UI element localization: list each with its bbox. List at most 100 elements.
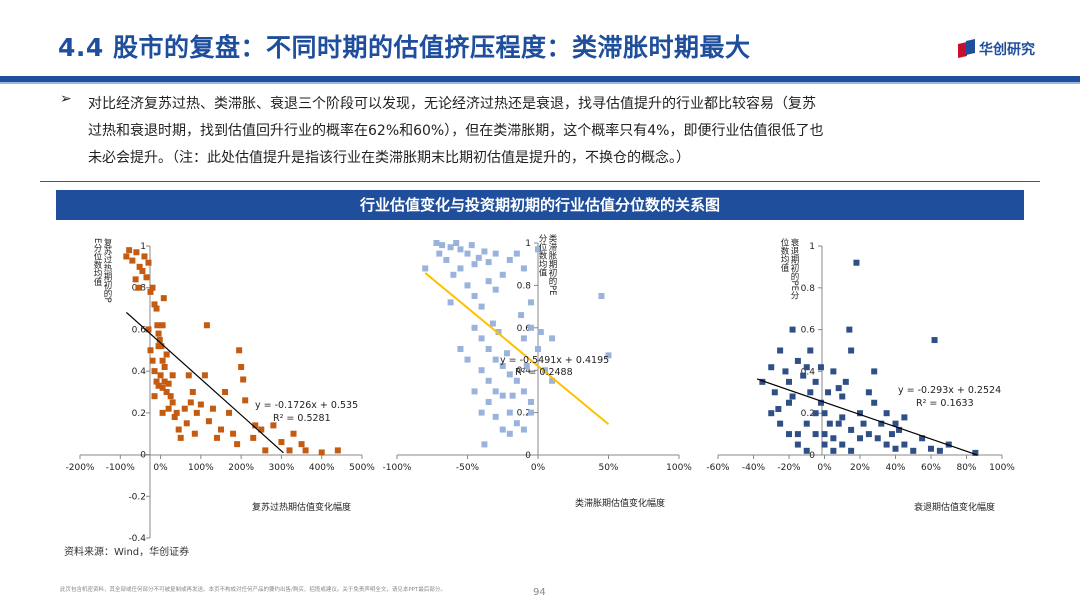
data-point	[807, 389, 814, 396]
data-point	[132, 276, 139, 283]
data-point	[258, 426, 265, 433]
data-point	[928, 445, 934, 452]
data-point	[883, 410, 890, 417]
data-point	[789, 326, 796, 333]
data-point	[157, 372, 164, 379]
data-point	[896, 426, 903, 433]
bullet-line: 未必会提升。（注：此处估值提升是指该行业在类滞胀期末比期初估值是提升的，不换仓的…	[88, 150, 690, 166]
data-point	[226, 409, 233, 416]
data-point	[848, 447, 855, 454]
data-point	[262, 447, 269, 454]
data-point	[826, 420, 833, 427]
data-point	[191, 430, 198, 437]
data-point	[857, 410, 863, 417]
chart-banner: 行业估值变化与投资期初期的行业估值分位数的关系图	[56, 190, 1024, 220]
data-point	[123, 253, 130, 260]
trend-line	[125, 311, 284, 454]
data-point	[169, 399, 176, 406]
data-point	[803, 447, 810, 454]
data-point	[782, 368, 789, 375]
data-point	[163, 351, 170, 358]
data-point	[860, 420, 867, 427]
data-point	[302, 447, 309, 454]
data-point	[839, 393, 846, 400]
data-point	[169, 372, 176, 379]
data-point	[161, 363, 168, 370]
bullet-arrow-icon: ➢	[60, 91, 72, 107]
data-point	[520, 426, 527, 433]
data-point	[478, 335, 485, 342]
y-tick-label: 0.4	[517, 366, 532, 376]
y-axis-label: 衰退期初的PE分	[789, 237, 799, 300]
data-point	[835, 420, 842, 427]
x-tick-label: 50%	[598, 463, 618, 473]
y-axis-label: 复苏过热期初的P	[102, 237, 112, 302]
data-point	[175, 426, 182, 433]
data-point	[506, 256, 513, 263]
data-point	[457, 346, 464, 352]
data-point	[242, 397, 249, 404]
data-point	[794, 431, 801, 438]
trend-r-squared: R² = 0.2488	[515, 367, 573, 378]
trend-equation: y = -0.1726x + 0.535	[255, 400, 358, 411]
data-point	[165, 380, 172, 387]
data-point	[835, 385, 842, 392]
data-point	[151, 301, 158, 308]
bullet-line: 对比经济复苏过热、类滞胀、衰退三个阶段可以发现，无论经济过热还是衰退，找寻估值提…	[88, 96, 816, 112]
data-point	[527, 324, 534, 331]
data-point	[481, 441, 488, 448]
data-point	[883, 441, 890, 448]
x-tick-label: 100%	[188, 463, 214, 473]
x-tick-label: 0%	[531, 463, 546, 473]
x-tick-label: 300%	[269, 463, 295, 473]
x-tick-label: 40%	[885, 463, 905, 473]
data-point	[520, 388, 527, 395]
data-point	[153, 305, 160, 312]
data-point	[443, 256, 450, 263]
x-tick-label: -100%	[383, 463, 412, 473]
x-tick-label: -200%	[66, 463, 95, 473]
data-point	[786, 431, 792, 438]
data-point	[151, 393, 158, 400]
data-point	[149, 357, 156, 364]
y-tick-label: 0.2	[517, 409, 531, 419]
data-point	[931, 337, 938, 344]
data-point	[230, 430, 237, 437]
data-point	[167, 393, 174, 400]
data-point	[238, 363, 245, 370]
data-point	[513, 377, 520, 384]
data-point	[972, 449, 979, 456]
data-point	[290, 430, 297, 437]
x-tick-label: 0%	[817, 463, 832, 473]
data-point	[807, 347, 814, 354]
brand-logo-text: 华创研究	[979, 42, 1035, 58]
data-point	[848, 347, 855, 354]
data-point	[453, 240, 460, 246]
data-point	[187, 399, 194, 406]
data-point	[549, 335, 556, 342]
data-point	[278, 439, 285, 446]
data-point	[527, 399, 534, 405]
data-point	[509, 392, 516, 399]
data-point	[139, 268, 146, 275]
data-point	[464, 282, 471, 289]
data-point	[542, 367, 549, 374]
data-point	[436, 250, 443, 257]
data-point	[786, 378, 792, 385]
data-point	[817, 364, 824, 371]
y-tick-label: 0	[140, 451, 146, 461]
data-point	[422, 265, 429, 272]
data-point	[161, 378, 168, 385]
y-tick-label: 0.8	[517, 281, 532, 291]
x-axis-label: 复苏过热期估值变化幅度	[252, 501, 351, 513]
data-point	[143, 274, 150, 281]
data-point	[830, 368, 837, 375]
data-point	[189, 389, 196, 395]
data-point	[520, 335, 527, 342]
disclaimer-text: 此页包含机密资料，其全部或任何部分不可被复制或再发送。本页不构成对任何产品的要约…	[60, 587, 446, 593]
data-point	[848, 426, 855, 433]
x-tick-label: 60%	[921, 463, 941, 473]
data-point	[155, 343, 162, 350]
data-point	[236, 347, 243, 354]
